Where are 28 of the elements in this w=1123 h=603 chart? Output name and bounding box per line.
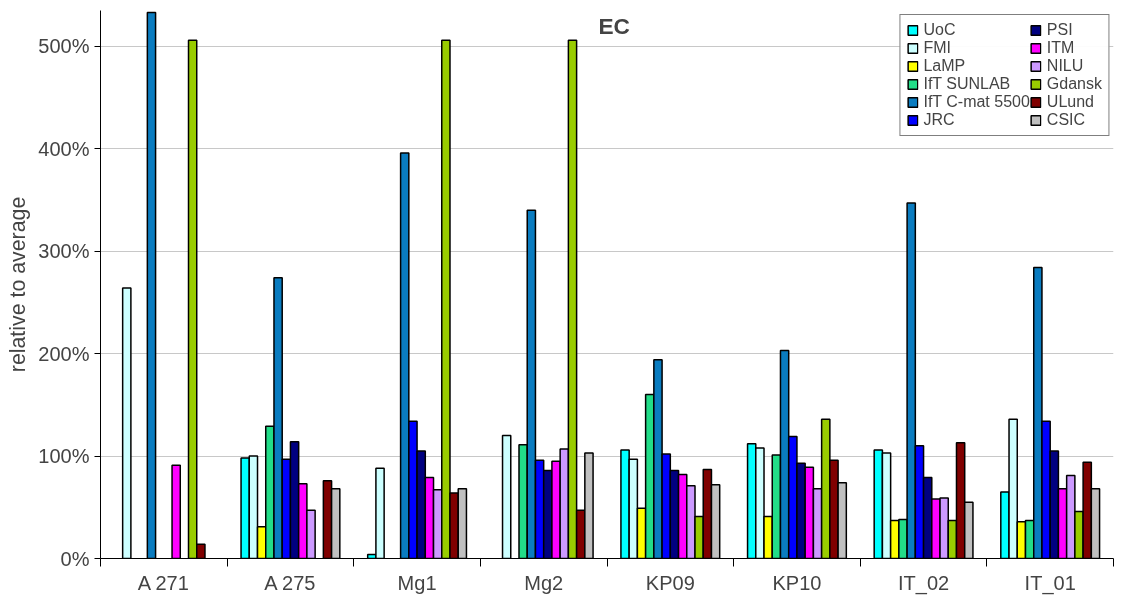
y-tick-label: 100% [38,445,90,468]
legend-label: IfT SUNLAB [923,75,1011,93]
legend-label: NILU [1046,57,1084,75]
legend-label: FMI [923,39,951,57]
x-tick-label: IT_01 [1024,571,1076,595]
legend-label: ITM [1046,39,1075,57]
y-tick-label: 300% [38,240,90,263]
legend-label: CSIC [1046,111,1086,129]
x-tick-label: Mg1 [397,571,437,594]
legend-label: Gdansk [1046,75,1102,93]
x-tick-label: A 271 [137,571,189,594]
x-tick-label: Mg2 [524,571,564,594]
x-tick-label: KP10 [772,571,822,594]
legend-label: LaMP [923,57,966,75]
x-tick-label: KP09 [645,571,695,594]
x-tick-label: A 275 [264,571,316,594]
y-tick-label: 400% [38,137,90,160]
y-tick-label: 0% [60,547,90,570]
legend-label: PSI [1046,21,1073,39]
legend-label: IfT C-mat 5500 [923,93,1030,111]
y-axis-title: relative to average [6,196,31,373]
y-tick-label: 200% [38,342,90,365]
annotation: EC [598,12,630,39]
legend-label: ULund [1046,93,1095,111]
legend-label: JRC [923,111,955,129]
legend-label: UoC [923,21,956,39]
x-tick-label: IT_02 [897,571,950,595]
y-tick-label: 500% [38,35,90,58]
